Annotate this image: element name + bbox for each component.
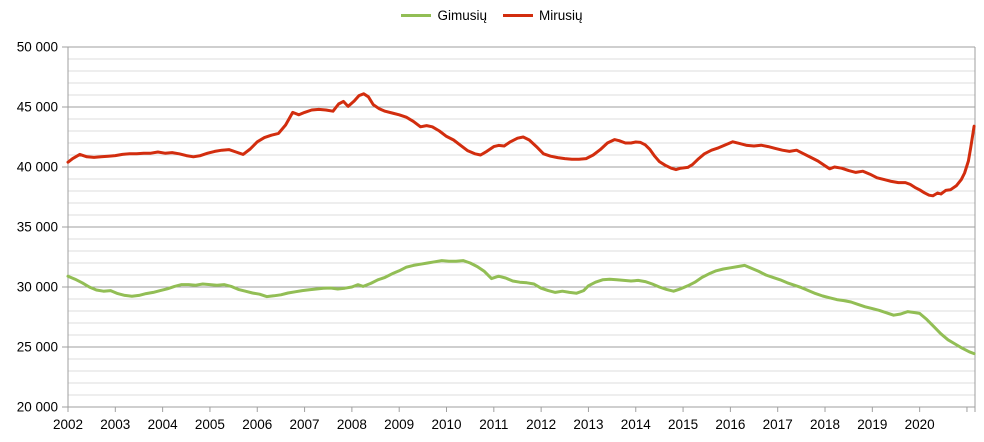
- y-tick-label: 30 000: [17, 280, 58, 295]
- x-tick-label: 2002: [53, 417, 83, 432]
- series-line-gimusiu: [66, 259, 976, 356]
- x-tick-label: 2010: [431, 417, 461, 432]
- legend-item-mirusiu[interactable]: Mirusių: [503, 8, 583, 23]
- x-tick-label: 2014: [621, 417, 652, 432]
- x-tick-label: 2011: [479, 417, 508, 432]
- x-tick-label: 2016: [715, 417, 745, 432]
- x-tick-label: 2004: [148, 417, 179, 432]
- series-line-mirusiu: [66, 92, 976, 198]
- x-tick-label: 2013: [573, 417, 603, 432]
- x-tick-label: 2006: [242, 417, 272, 432]
- x-tick-label: 2005: [195, 417, 225, 432]
- x-tick-label: 2020: [905, 417, 935, 432]
- y-tick-label: 40 000: [17, 160, 58, 175]
- x-tick-label: 2003: [100, 417, 130, 432]
- y-tick-label: 35 000: [17, 220, 58, 235]
- y-tick-label: 20 000: [17, 400, 58, 415]
- x-tick-label: 2017: [763, 417, 793, 432]
- y-tick-label: 25 000: [17, 340, 58, 355]
- x-tick-label: 2019: [857, 417, 887, 432]
- legend-label-gimusiu: Gimusių: [437, 8, 487, 23]
- gimusiu-line-swatch: [401, 14, 432, 17]
- x-tick-label: 2007: [290, 417, 320, 432]
- legend-label-mirusiu: Mirusių: [539, 8, 583, 23]
- x-tick-label: 2012: [526, 417, 556, 432]
- y-tick-label: 45 000: [17, 100, 58, 115]
- x-tick-label: 2009: [384, 417, 414, 432]
- y-tick-label: 50 000: [17, 40, 58, 55]
- legend-item-gimusiu[interactable]: Gimusių: [401, 8, 487, 23]
- chart-legend: Gimusių Mirusių: [0, 8, 984, 23]
- x-tick-label: 2008: [337, 417, 367, 432]
- x-tick-label: 2015: [668, 417, 698, 432]
- mirusiu-line-swatch: [503, 14, 533, 17]
- x-tick-label: 2018: [810, 417, 840, 432]
